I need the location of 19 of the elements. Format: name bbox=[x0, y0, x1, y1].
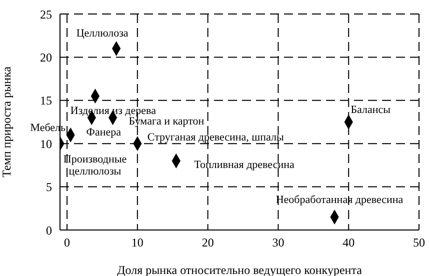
x-tick-label: 40 bbox=[342, 236, 355, 250]
x-tick-label: 20 bbox=[202, 236, 214, 250]
x-tick-label: 10 bbox=[131, 236, 144, 250]
x-tick-label: 0 bbox=[64, 236, 70, 250]
x-tick-label: 30 bbox=[272, 236, 284, 250]
annotation: Топливная древесина bbox=[194, 158, 294, 170]
y-tick-label: 15 bbox=[40, 94, 52, 108]
annotation: Фанера bbox=[86, 126, 122, 138]
y-tick-label: 0 bbox=[46, 223, 52, 238]
x-tick-label: 50 bbox=[413, 236, 425, 250]
annotation: Целлюлоза bbox=[76, 27, 128, 40]
y-axis-title: Темп прироста рынка bbox=[0, 66, 14, 178]
annotation: Струганая древесина, шпалы bbox=[147, 131, 285, 144]
annotation: Балансы bbox=[350, 104, 392, 116]
y-tick-label: 20 bbox=[40, 50, 52, 64]
y-tick-label: 10 bbox=[40, 136, 52, 151]
y-tick-label: 25 bbox=[40, 7, 52, 22]
annotation: Бумага и картон bbox=[128, 115, 204, 128]
y-tick-label: 5 bbox=[46, 180, 52, 194]
